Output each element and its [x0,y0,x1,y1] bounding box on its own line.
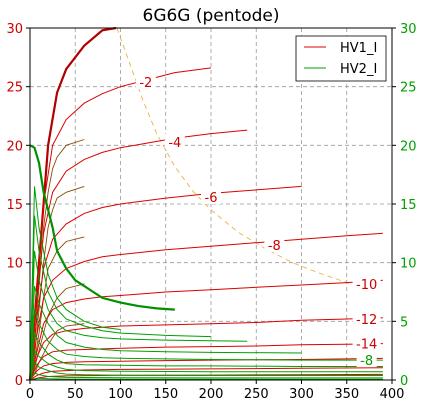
y-tick-label-right-5: 25 [400,81,417,96]
curve-label-bg-3 [264,237,285,253]
curve-labels: -2-4-6-8-10-12-14-8 [135,73,381,369]
legend-entry-hv1: HV1_I [340,41,377,56]
legend: HV1_I HV2_I [295,35,387,82]
y-tick-label-left-1: 5 [15,315,23,330]
x-tick-label-5: 250 [244,387,269,402]
curve-label-0: -2 [139,76,152,91]
y-tick-label-left-6: 30 [6,22,23,37]
curves [28,26,383,381]
y-tick-label-left-4: 20 [6,139,23,154]
curve-label-2: -6 [205,191,218,206]
x-tick-label-6: 300 [289,387,314,402]
series-hv1-7 [29,343,383,381]
curve-label-5: -12 [356,313,377,328]
series-hv1-5 [29,279,383,381]
curve-label-bg-7 [356,352,377,368]
y-tick-label-left-3: 15 [6,198,23,213]
y-tick-label-right-4: 20 [400,139,417,154]
series-hv2-20 [29,372,383,381]
curve-label-7: -8 [360,354,373,369]
x-tick-label-4: 200 [199,387,224,402]
series-hv2-21 [29,377,383,381]
series-hv2-15 [29,285,302,381]
x-tick-label-2: 100 [108,387,133,402]
x-tick-label-1: 50 [67,387,84,402]
series-hv2-16 [29,309,383,381]
curve-label-bg-6 [352,335,381,351]
curve-label-6: -14 [356,338,377,353]
chart-title: 6G6G (pentode) [143,6,280,26]
series-hv2-14 [29,250,248,381]
curve-label-bg-2 [201,188,221,204]
curve-label-bg-1 [164,133,185,149]
x-tick-label-3: 150 [153,387,178,402]
curve-label-1: -4 [168,136,181,151]
y-tick-label-right-2: 10 [400,257,417,272]
y-tick-label-right-1: 5 [400,315,408,330]
legend-box [295,35,387,82]
x-tick-label-0: 0 [26,387,34,402]
series-hv2-11 [29,144,175,311]
series-hv2-13 [29,215,212,381]
x-tick-label-7: 350 [334,387,359,402]
y-tick-label-right-3: 15 [400,198,417,213]
dissipation-curve [116,27,375,292]
series-hv1-6 [29,317,383,381]
y-tick-label-left-2: 10 [6,257,23,272]
y-tick-label-left-0: 0 [15,374,23,389]
series-hv2-17 [29,331,383,381]
curve-label-bg-4 [352,275,381,291]
series-hv1-10 [29,373,383,381]
series-hv1-4 [29,232,383,381]
series-hv2-18 [29,349,383,381]
curve-label-bg-0 [135,73,156,89]
y-tick-label-left-5: 25 [6,81,23,96]
y-tick-label-right-0: 0 [400,374,408,389]
y-tick-label-right-6: 30 [400,22,417,37]
family-curve-3 [29,283,85,381]
curve-label-4: -10 [356,278,377,293]
series-hv2-12 [29,186,121,381]
curve-label-3: -8 [268,239,281,254]
series-hv1-1 [29,67,212,381]
legend-entry-hv2: HV2_I [340,62,377,77]
curve-label-bg-5 [352,310,381,326]
series-hv1-8 [29,357,383,381]
x-tick-label-8: 400 [380,387,405,402]
series-hv2-19 [29,361,383,381]
